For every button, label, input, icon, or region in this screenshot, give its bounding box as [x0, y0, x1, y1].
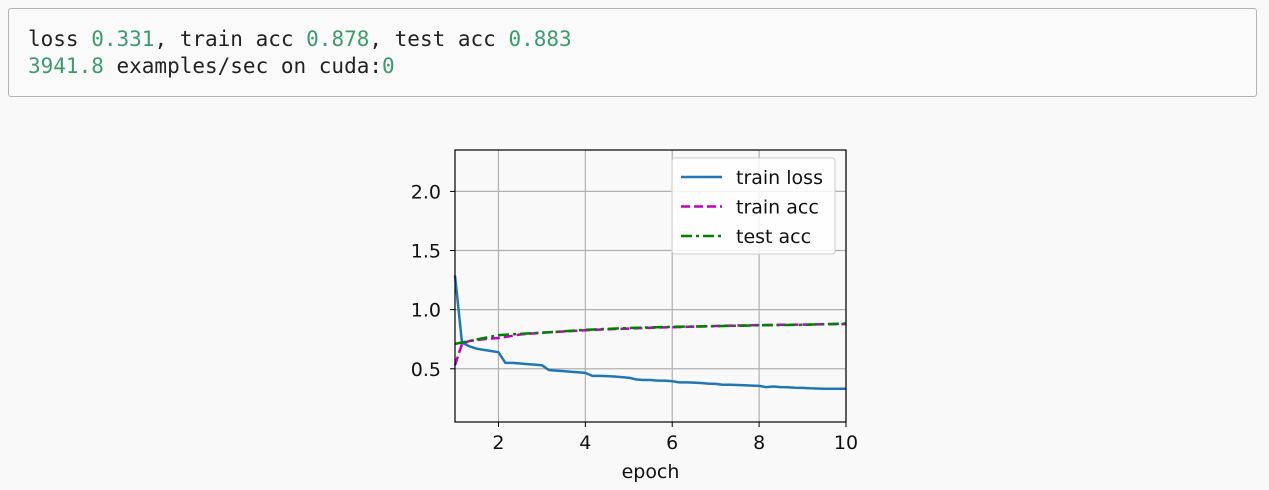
- legend: train loss train acc test acc: [671, 157, 836, 255]
- x-axis-label: epoch: [622, 461, 680, 483]
- x-tick-label: 6: [666, 432, 678, 454]
- y-tick-label: 0.5: [411, 359, 441, 381]
- output-line-2: 3941.8 examples/sec on cuda:0: [28, 54, 395, 78]
- speed-label: examples/sec on cuda:: [103, 54, 383, 78]
- series-line-test-acc: [454, 322, 847, 346]
- x-tick-label: 10: [834, 432, 858, 454]
- y-tick-label: 1.5: [411, 241, 441, 263]
- legend-box: [671, 157, 836, 255]
- x-tick-label: 8: [753, 432, 765, 454]
- series-line-train-acc: [453, 322, 847, 366]
- tick-marks: [450, 190, 847, 427]
- series-lines: [453, 275, 847, 391]
- test-acc-label: , test acc: [369, 27, 509, 51]
- train-acc-value: 0.878: [306, 27, 370, 51]
- train-acc-label: , train acc: [154, 27, 307, 51]
- legend-label: test acc: [736, 226, 811, 248]
- speed-value: 3941.8: [28, 54, 104, 78]
- test-acc-value: 0.883: [508, 27, 572, 51]
- x-tick-labels: 2 4 6 8 10: [492, 432, 858, 454]
- legend-label: train acc: [736, 197, 819, 219]
- loss-value: 0.331: [91, 27, 155, 51]
- x-tick-label: 2: [492, 432, 504, 454]
- y-tick-label: 2.0: [411, 181, 441, 203]
- y-tick-label: 1.0: [411, 300, 441, 322]
- legend-label: train loss: [736, 167, 823, 189]
- series-line-train-loss: [453, 275, 846, 391]
- loss-label: loss: [28, 27, 92, 51]
- cell-output: loss 0.331, train acc 0.878, test acc 0.…: [8, 8, 1257, 97]
- output-line-1: loss 0.331, train acc 0.878, test acc 0.…: [28, 27, 572, 51]
- x-tick-label: 4: [579, 432, 591, 454]
- y-tick-labels: 0.5 1.0 1.5 2.0: [411, 181, 441, 380]
- axes-frame: [454, 149, 847, 423]
- device-index: 0: [382, 54, 395, 78]
